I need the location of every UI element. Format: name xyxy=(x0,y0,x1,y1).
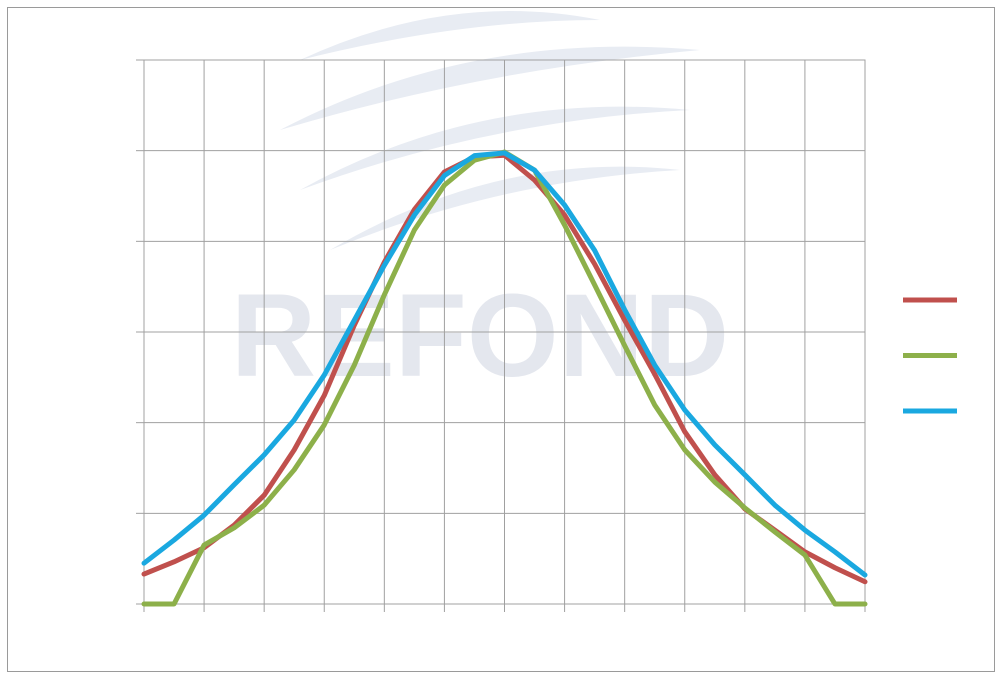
watermark: REFOND xyxy=(231,270,729,402)
series-line xyxy=(141,150,868,578)
